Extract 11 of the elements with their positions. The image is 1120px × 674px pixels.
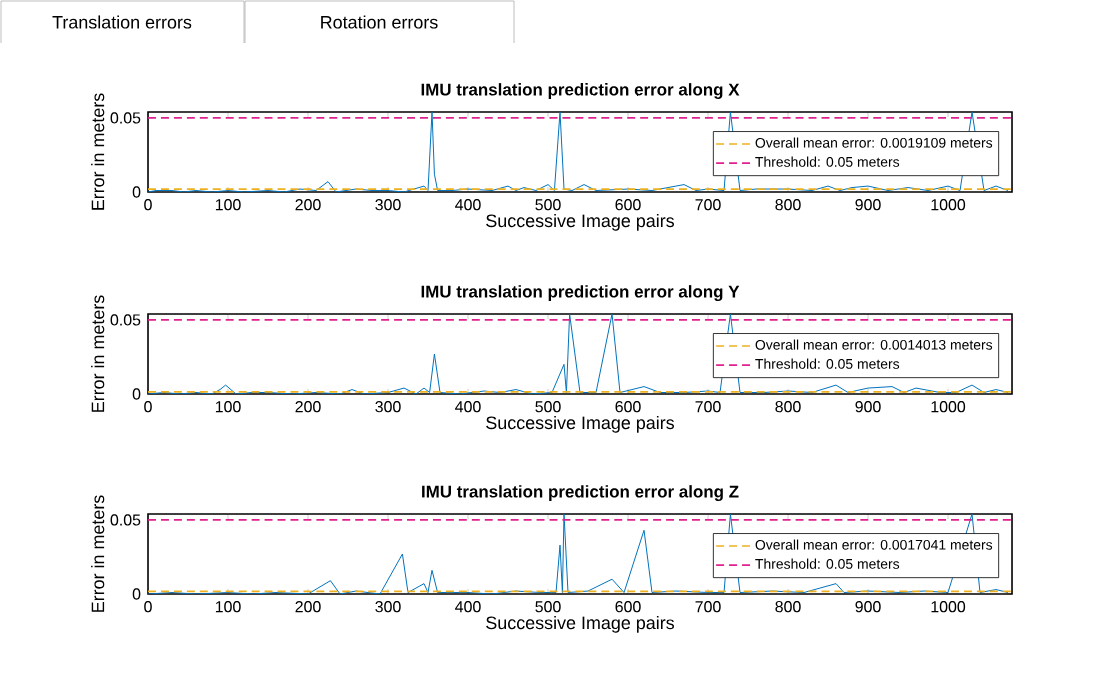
- text: Rotation errors: [321, 15, 438, 29]
- y-axis-title: Error in meters: [91, 295, 105, 412]
- chart-title: IMU translation prediction error along Y: [421, 285, 740, 301]
- text: Translation errors: [52, 15, 192, 29]
- x-axis-title: Successive Image pairs: [486, 416, 675, 433]
- x-axis-title: Successive Image pairs: [486, 616, 675, 633]
- y-axis-title: Error in meters: [91, 93, 105, 210]
- x-axis-title: Successive Image pairs: [486, 213, 675, 231]
- chart-title: IMU translation prediction error along Z: [422, 485, 739, 501]
- chart-title: IMU translation prediction error along X: [421, 83, 740, 99]
- y-axis-title: Error in meters: [91, 495, 105, 612]
